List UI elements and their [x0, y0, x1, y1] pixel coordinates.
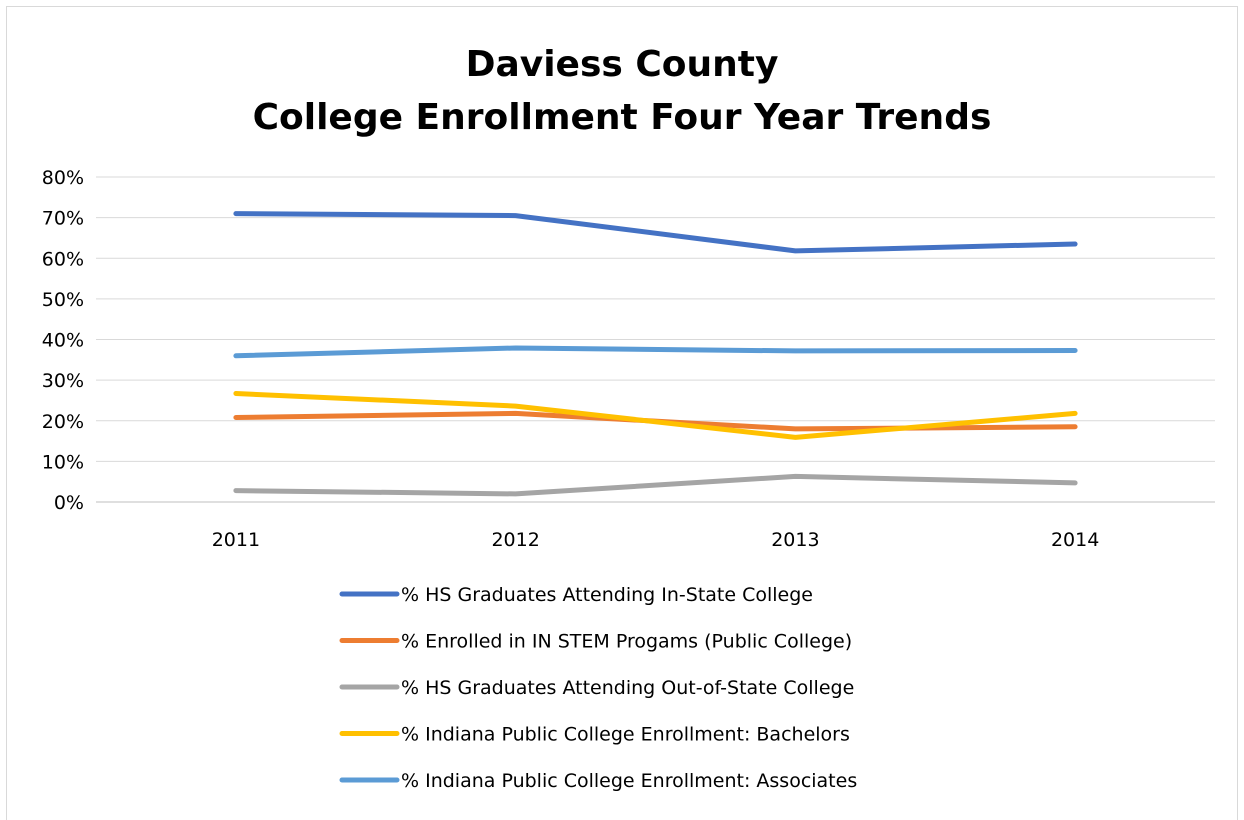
legend-label: % Indiana Public College Enrollment: Bac… [401, 724, 850, 746]
x-tick-label: 2012 [491, 529, 539, 551]
series-line-4 [233, 391, 1078, 440]
legend-item: % Enrolled in IN STEM Progams (Public Co… [339, 631, 852, 653]
y-tick-label: 30% [42, 370, 84, 392]
chart-frame [6, 6, 1238, 820]
chart-title: Daviess County College Enrollment Four Y… [253, 44, 992, 138]
chart-title-line-1: Daviess County [466, 44, 779, 85]
legend-label: % Indiana Public College Enrollment: Ass… [401, 770, 857, 792]
chart-title-line-2: College Enrollment Four Year Trends [253, 97, 992, 138]
legend-item: % HS Graduates Attending In-State Colleg… [339, 584, 813, 606]
series-line-3 [233, 473, 1078, 497]
y-tick-label: 80% [42, 167, 84, 189]
legend-label: % HS Graduates Attending Out-of-State Co… [401, 677, 854, 699]
legend-item: % HS Graduates Attending Out-of-State Co… [339, 677, 854, 699]
y-tick-label: 40% [42, 330, 84, 352]
legend-label: % Enrolled in IN STEM Progams (Public Co… [401, 631, 852, 653]
series-lines [233, 211, 1078, 497]
y-axis-tick-labels: 0% 10% 20% 30% 40% 50% 60% 70% 80% [42, 167, 84, 514]
y-tick-label: 50% [42, 289, 84, 311]
x-tick-label: 2013 [771, 529, 819, 551]
x-axis-tick-labels: 2011 2012 2013 2014 [212, 529, 1100, 551]
legend-item: % Indiana Public College Enrollment: Ass… [339, 770, 857, 792]
legend-label: % HS Graduates Attending In-State Colleg… [401, 584, 813, 606]
y-tick-label: 20% [42, 411, 84, 433]
gridlines [96, 176, 1215, 503]
legend: % HS Graduates Attending In-State Colleg… [339, 584, 857, 792]
x-tick-label: 2011 [212, 529, 260, 551]
series-line-5 [233, 345, 1078, 359]
x-tick-label: 2014 [1051, 529, 1099, 551]
y-tick-label: 60% [42, 248, 84, 270]
y-tick-label: 10% [42, 451, 84, 473]
series-line-1 [233, 211, 1078, 254]
legend-item: % Indiana Public College Enrollment: Bac… [339, 724, 850, 746]
y-tick-label: 70% [42, 208, 84, 230]
y-tick-label: 0% [54, 492, 84, 514]
